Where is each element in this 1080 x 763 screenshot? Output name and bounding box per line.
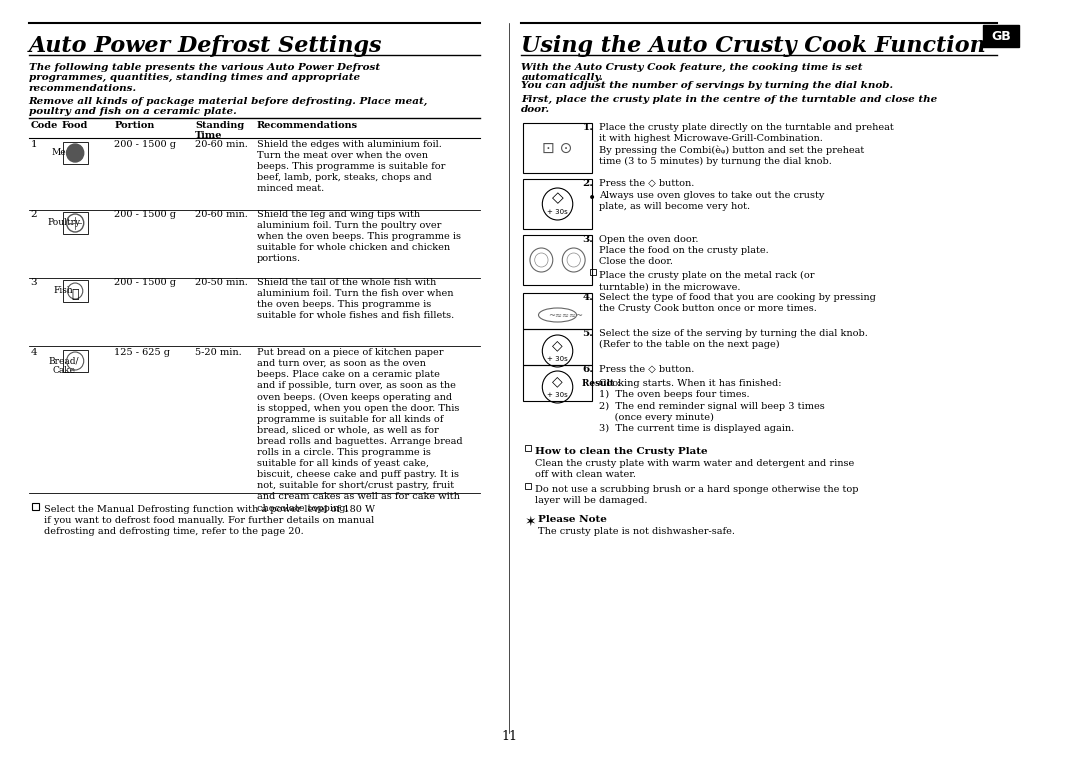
Text: Place the crusty plate directly on the turntable and preheat
it with highest Mic: Place the crusty plate directly on the t… (599, 123, 894, 166)
Circle shape (67, 144, 84, 162)
Bar (524, 365, 592, 401)
Text: 1.: 1. (582, 123, 593, 132)
Text: Always use oven gloves to take out the crusty
plate, as will become very hot.: Always use oven gloves to take out the c… (599, 191, 825, 211)
Text: 200 - 1500 g: 200 - 1500 g (114, 278, 176, 287)
Bar (524, 329, 592, 365)
Text: 3: 3 (30, 278, 37, 287)
Bar (525, 483, 531, 489)
Text: ⊡ ⊙: ⊡ ⊙ (542, 140, 572, 156)
Text: ◇: ◇ (552, 191, 564, 205)
Bar (63, 142, 87, 164)
Text: 4.: 4. (582, 293, 593, 302)
Text: + 30s: + 30s (548, 209, 568, 215)
Text: Please Note: Please Note (538, 515, 607, 524)
Text: Shield the edges with aluminium foil.
Turn the meat over when the oven
beeps. Th: Shield the edges with aluminium foil. Tu… (257, 140, 445, 193)
Text: + 30s: + 30s (548, 392, 568, 398)
Text: Place the crusty plate on the metal rack (or
turntable) in the microwave.: Place the crusty plate on the metal rack… (599, 271, 815, 291)
Text: Fish: Fish (54, 286, 73, 295)
FancyBboxPatch shape (983, 25, 1020, 47)
Text: 2.: 2. (582, 179, 593, 188)
Text: •: • (588, 191, 596, 205)
Bar (525, 445, 531, 451)
Text: Food: Food (62, 121, 89, 130)
Text: Shield the leg and wing tips with
aluminium foil. Turn the poultry over
when the: Shield the leg and wing tips with alumin… (257, 210, 461, 263)
Text: Result :: Result : (582, 379, 621, 388)
Text: Portion: Portion (114, 121, 154, 130)
Text: Cooking starts. When it has finished:
1)  The oven beeps four times.
2)  The end: Cooking starts. When it has finished: 1)… (599, 379, 825, 433)
Text: 5.: 5. (582, 329, 593, 338)
Bar (524, 293, 592, 329)
Text: Auto Power Defrost Settings: Auto Power Defrost Settings (28, 35, 382, 57)
Text: Press the ◇ button.: Press the ◇ button. (599, 365, 694, 374)
Text: First, place the crusty plate in the centre of the turntable and close the
door.: First, place the crusty plate in the cen… (522, 95, 937, 114)
Bar (524, 179, 592, 229)
Text: Bread/
Cake: Bread/ Cake (49, 356, 79, 375)
Text: GB: GB (991, 30, 1011, 43)
Text: Select the type of food that you are cooking by pressing
the Crusty Cook button : Select the type of food that you are coo… (599, 293, 876, 313)
Text: 🐟: 🐟 (71, 288, 79, 301)
Text: 20-60 min.: 20-60 min. (195, 210, 248, 219)
Text: 2: 2 (30, 210, 37, 219)
Text: + 30s: + 30s (548, 356, 568, 362)
Bar (63, 212, 87, 234)
Text: 200 - 1500 g: 200 - 1500 g (114, 210, 176, 219)
Text: Put bread on a piece of kitchen paper
and turn over, as soon as the oven
beeps. : Put bread on a piece of kitchen paper an… (257, 348, 462, 513)
Text: ◇: ◇ (552, 338, 563, 352)
Text: Select the Manual Defrosting function with a power level of 180 W
if you want to: Select the Manual Defrosting function wi… (44, 505, 375, 536)
Bar (63, 350, 87, 372)
Text: 6.: 6. (582, 365, 593, 374)
Text: Open the oven door.
Place the food on the crusty plate.
Close the door.: Open the oven door. Place the food on th… (599, 235, 769, 266)
Text: ✶: ✶ (525, 515, 537, 529)
Text: Select the size of the serving by turning the dial knob.
(Refer to the table on : Select the size of the serving by turnin… (599, 329, 868, 349)
Text: With the Auto Crusty Cook feature, the cooking time is set
automatically.: With the Auto Crusty Cook feature, the c… (522, 63, 863, 82)
Text: 1: 1 (30, 140, 37, 149)
Text: Remove all kinds of package material before defrosting. Place meat,
poultry and : Remove all kinds of package material bef… (28, 97, 428, 117)
Text: Standing
Time: Standing Time (195, 121, 244, 140)
Text: 5-20 min.: 5-20 min. (195, 348, 242, 357)
Text: 11: 11 (501, 730, 517, 743)
Text: Code: Code (30, 121, 58, 130)
Text: How to clean the Crusty Plate: How to clean the Crusty Plate (535, 447, 707, 456)
Text: ~≈≈≈~: ~≈≈≈~ (548, 311, 582, 320)
Text: The crusty plate is not dishwasher-safe.: The crusty plate is not dishwasher-safe. (538, 527, 734, 536)
Text: Recommendations: Recommendations (257, 121, 357, 130)
Text: 125 - 625 g: 125 - 625 g (114, 348, 171, 357)
Text: Using the Auto Crusty Cook Function: Using the Auto Crusty Cook Function (522, 35, 986, 57)
Text: The following table presents the various Auto Power Defrost
programmes, quantiti: The following table presents the various… (28, 63, 380, 93)
Text: ◇: ◇ (552, 374, 563, 388)
Text: 200 - 1500 g: 200 - 1500 g (114, 140, 176, 149)
Bar (63, 280, 87, 302)
Text: Press the ◇ button.: Press the ◇ button. (599, 179, 694, 188)
Text: Meat: Meat (52, 148, 76, 157)
Bar (32, 503, 39, 510)
Text: 20-60 min.: 20-60 min. (195, 140, 248, 149)
Text: Shield the tail of the whole fish with
aluminium foil. Turn the fish over when
t: Shield the tail of the whole fish with a… (257, 278, 454, 320)
Text: You can adjust the number of servings by turning the dial knob.: You can adjust the number of servings by… (522, 81, 893, 90)
Text: Poultry: Poultry (48, 218, 80, 227)
Bar (590, 269, 595, 275)
Bar (524, 123, 592, 173)
Text: 3.: 3. (582, 235, 593, 244)
Text: Do not use a scrubbing brush or a hard sponge otherwise the top
layer will be da: Do not use a scrubbing brush or a hard s… (535, 485, 859, 505)
Text: Clean the crusty plate with warm water and detergent and rinse
off with clean wa: Clean the crusty plate with warm water a… (535, 459, 854, 479)
Bar (524, 235, 592, 285)
Text: 20-50 min.: 20-50 min. (195, 278, 248, 287)
Text: 4: 4 (30, 348, 37, 357)
